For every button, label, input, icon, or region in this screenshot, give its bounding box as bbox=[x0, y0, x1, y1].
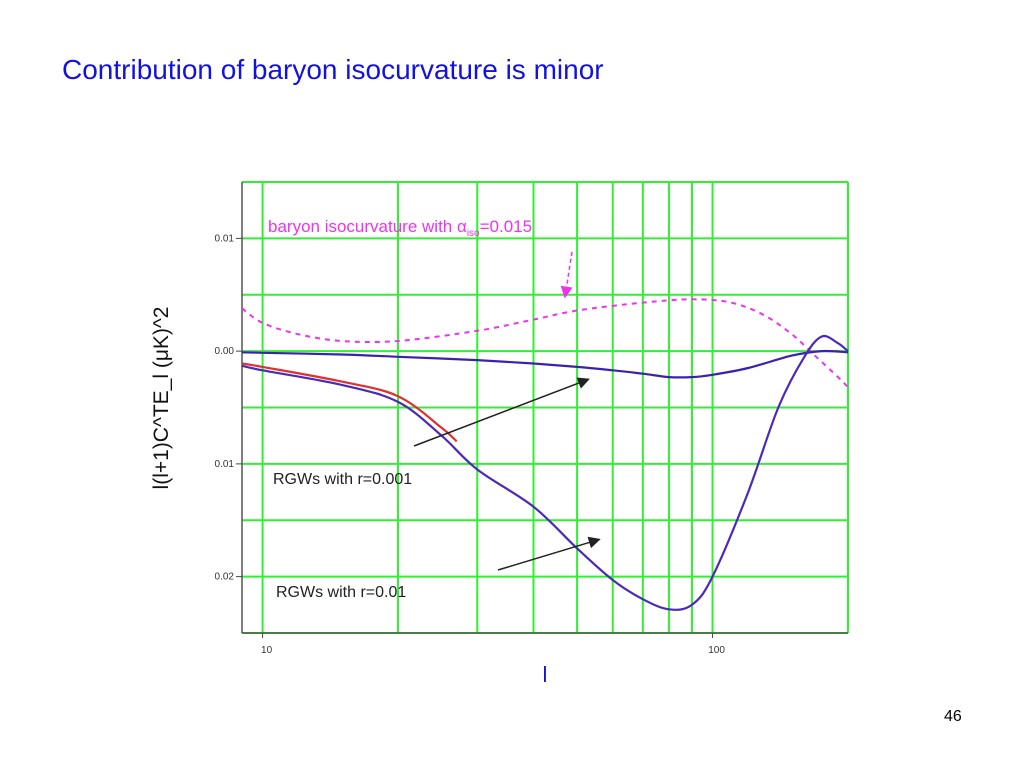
chart-annotations: baryon isocurvature with αiso=0.015 RGWs… bbox=[268, 217, 601, 601]
annotation-rgw-r001: RGWs with r=0.01 bbox=[276, 584, 406, 601]
y-tick-label: 0.01 bbox=[215, 233, 235, 244]
chart-ticks: 0.01 0.00 0.01 0.02 10 100 bbox=[215, 233, 726, 656]
arrow-isocurvature bbox=[560, 251, 573, 299]
arrow-rgw-r0001 bbox=[413, 377, 590, 447]
y-tick-label: 0.02 bbox=[215, 572, 235, 583]
y-tick-label: 0.01 bbox=[215, 459, 235, 470]
chart-series bbox=[241, 298, 849, 611]
annotation-isocurvature-text: baryon isocurvature with α bbox=[268, 217, 467, 236]
series-line-rgw-r0001 bbox=[241, 349, 849, 379]
slide-number: 46 bbox=[944, 708, 962, 725]
y-tick-label: 0.00 bbox=[215, 346, 235, 357]
chart-frame bbox=[241, 182, 848, 634]
annotation-rgw-r0001: RGWs with r=0.001 bbox=[273, 471, 412, 488]
x-tick-label: 100 bbox=[708, 645, 725, 656]
series-line-rgw-r001-red bbox=[241, 362, 458, 443]
chart-axis-labels: l l(l+1)C^TE_l (μK)^2 bbox=[150, 307, 547, 687]
x-axis-label: l bbox=[543, 662, 548, 687]
annotation-isocurvature: baryon isocurvature with αiso=0.015 bbox=[268, 217, 532, 239]
x-tick-label: 10 bbox=[261, 645, 273, 656]
annotation-isocurvature-suffix: =0.015 bbox=[480, 217, 532, 236]
series-line-rgw-r001 bbox=[241, 334, 849, 611]
y-axis-label: l(l+1)C^TE_l (μK)^2 bbox=[150, 307, 173, 490]
slide-title: Contribution of baryon isocurvature is m… bbox=[62, 54, 604, 85]
arrow-rgw-r001 bbox=[497, 536, 601, 571]
annotation-isocurvature-subscript: iso bbox=[467, 228, 480, 239]
chart-grid bbox=[242, 181, 849, 634]
series-line-isocurvature bbox=[241, 298, 849, 388]
